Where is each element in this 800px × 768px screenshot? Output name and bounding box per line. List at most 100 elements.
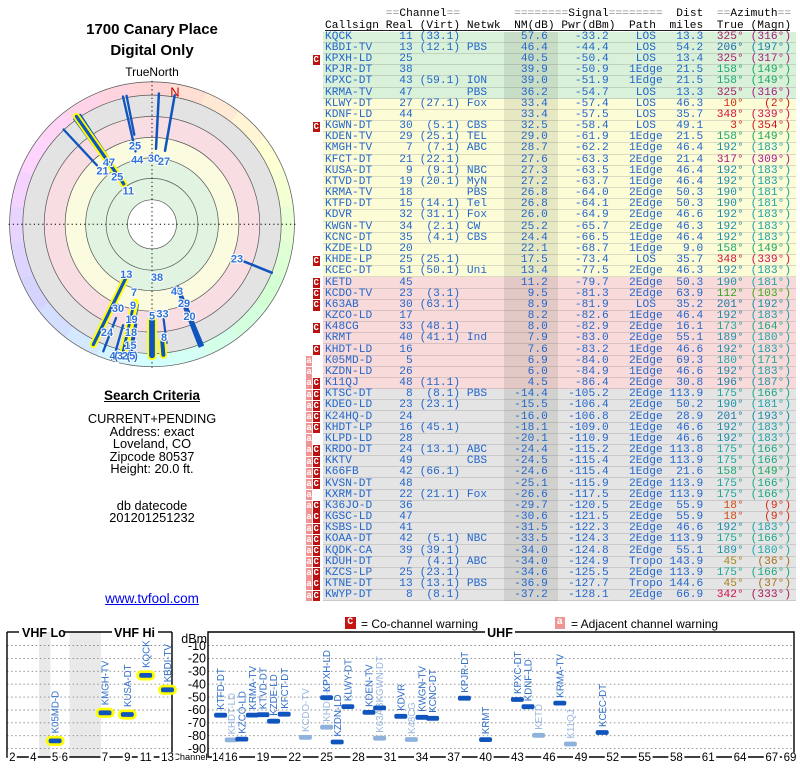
svg-text:Channel: Channel	[173, 752, 207, 762]
svg-text:-20: -20	[188, 652, 206, 666]
svg-text:-50: -50	[188, 690, 206, 704]
svg-text:KRMA-TV: KRMA-TV	[555, 653, 566, 697]
svg-text:23: 23	[231, 254, 243, 266]
svg-text:KGWN-DT: KGWN-DT	[375, 656, 386, 702]
svg-text:KLWY-DT: KLWY-DT	[343, 659, 354, 701]
svg-text:KTFD-DT: KTFD-DT	[216, 668, 227, 710]
svg-text:KCNC-DT: KCNC-DT	[428, 669, 439, 713]
svg-text:20: 20	[183, 311, 195, 323]
svg-text:KCEC-DT: KCEC-DT	[598, 684, 609, 727]
svg-text:25: 25	[129, 141, 141, 153]
svg-text:-30: -30	[188, 665, 206, 679]
svg-text:25: 25	[111, 172, 123, 184]
svg-text:KHDE-LP: KHDE-LP	[322, 680, 333, 722]
svg-text:KQCK: KQCK	[141, 640, 152, 668]
svg-text:11: 11	[122, 186, 134, 198]
svg-text:KDEN-TV: KDEN-TV	[365, 664, 376, 707]
svg-text:30: 30	[148, 153, 160, 165]
svg-text:33: 33	[156, 309, 168, 321]
svg-text:KBDI-TV: KBDI-TV	[163, 644, 174, 683]
svg-text:KUSA-DT: KUSA-DT	[123, 664, 134, 707]
svg-text:dBm: dBm	[181, 632, 207, 646]
svg-text:9: 9	[124, 752, 130, 764]
svg-text:VHF Hi: VHF Hi	[114, 626, 155, 640]
svg-text:K11QJ: K11QJ	[566, 709, 577, 738]
svg-text:21: 21	[96, 166, 108, 178]
svg-text:69: 69	[784, 752, 797, 764]
svg-text:30: 30	[112, 303, 124, 315]
svg-text:19: 19	[125, 314, 137, 326]
svg-text:15: 15	[124, 340, 136, 352]
svg-text:29: 29	[178, 298, 190, 310]
svg-text:25: 25	[320, 752, 333, 764]
svg-text:KDNF-LD: KDNF-LD	[524, 659, 535, 701]
svg-text:58: 58	[670, 752, 683, 764]
svg-text:34: 34	[416, 752, 429, 764]
svg-text:KPXH-LD: KPXH-LD	[322, 650, 333, 692]
svg-text:KWGN-TV: KWGN-TV	[418, 666, 429, 712]
svg-text:11: 11	[140, 752, 152, 764]
svg-text:67: 67	[765, 752, 778, 764]
svg-text:18: 18	[125, 327, 137, 339]
svg-text:-60: -60	[188, 703, 206, 717]
svg-text:KRMA-TV: KRMA-TV	[248, 665, 259, 709]
svg-text:28: 28	[352, 752, 365, 764]
svg-text:7: 7	[102, 752, 108, 764]
svg-text:KTVD-DT: KTVD-DT	[259, 667, 270, 709]
svg-text:4(32(5): 4(32(5)	[109, 351, 138, 363]
svg-text:19: 19	[257, 752, 270, 764]
svg-text:5: 5	[149, 311, 155, 323]
svg-text:KZCO-LD: KZCO-LD	[237, 691, 248, 734]
svg-text:4: 4	[30, 752, 37, 764]
svg-text:KHDT-LD: KHDT-LD	[227, 693, 238, 734]
svg-text:61: 61	[702, 752, 715, 764]
svg-text:K48CG: K48CG	[407, 702, 418, 734]
svg-text:8: 8	[161, 332, 167, 344]
svg-text:24: 24	[101, 327, 114, 339]
svg-text:64: 64	[734, 752, 747, 764]
svg-text:UHF: UHF	[487, 626, 513, 640]
svg-text:47: 47	[103, 157, 115, 169]
svg-text:KRMT: KRMT	[481, 707, 492, 735]
svg-text:40: 40	[479, 752, 492, 764]
svg-text:-90: -90	[188, 742, 206, 756]
svg-text:-40: -40	[188, 678, 206, 692]
svg-text:KZDE-LD: KZDE-LD	[269, 674, 280, 715]
svg-text:K05MD-D: K05MD-D	[51, 691, 62, 734]
svg-text:37: 37	[447, 752, 460, 764]
svg-text:KCDO-TV: KCDO-TV	[301, 688, 312, 732]
svg-text:38: 38	[151, 272, 163, 284]
svg-text:31: 31	[384, 752, 397, 764]
svg-text:46: 46	[543, 752, 556, 764]
svg-text:43: 43	[171, 286, 183, 298]
svg-text:7: 7	[131, 287, 137, 299]
svg-text:14: 14	[212, 752, 225, 764]
svg-text:-70: -70	[188, 716, 206, 730]
svg-text:6: 6	[62, 752, 68, 764]
svg-text:27: 27	[158, 156, 170, 168]
svg-text:5: 5	[52, 752, 58, 764]
svg-text:KZDN-LD: KZDN-LD	[333, 695, 344, 737]
svg-text:KPXC-DT: KPXC-DT	[513, 651, 524, 694]
svg-text:-10: -10	[188, 639, 206, 653]
svg-text:52: 52	[606, 752, 619, 764]
svg-text:49: 49	[575, 752, 588, 764]
svg-text:55: 55	[638, 752, 651, 764]
svg-text:44: 44	[131, 154, 144, 166]
svg-text:KMGH-TV: KMGH-TV	[101, 660, 112, 705]
svg-text:16: 16	[225, 752, 238, 764]
svg-text:13: 13	[161, 752, 174, 764]
svg-text:VHF Lo: VHF Lo	[22, 626, 66, 640]
svg-text:K63AB: K63AB	[375, 703, 386, 733]
svg-text:13: 13	[120, 269, 132, 281]
svg-text:N: N	[170, 85, 179, 100]
svg-text:KFCT-DT: KFCT-DT	[280, 668, 291, 709]
svg-text:22: 22	[288, 752, 301, 764]
svg-text:-80: -80	[188, 729, 206, 743]
svg-text:9: 9	[130, 300, 136, 312]
svg-text:2: 2	[9, 752, 15, 764]
svg-text:43: 43	[511, 752, 524, 764]
svg-text:KETD: KETD	[534, 704, 545, 730]
svg-text:KDVR: KDVR	[396, 684, 407, 711]
svg-text:KPJR-DT: KPJR-DT	[460, 652, 471, 693]
